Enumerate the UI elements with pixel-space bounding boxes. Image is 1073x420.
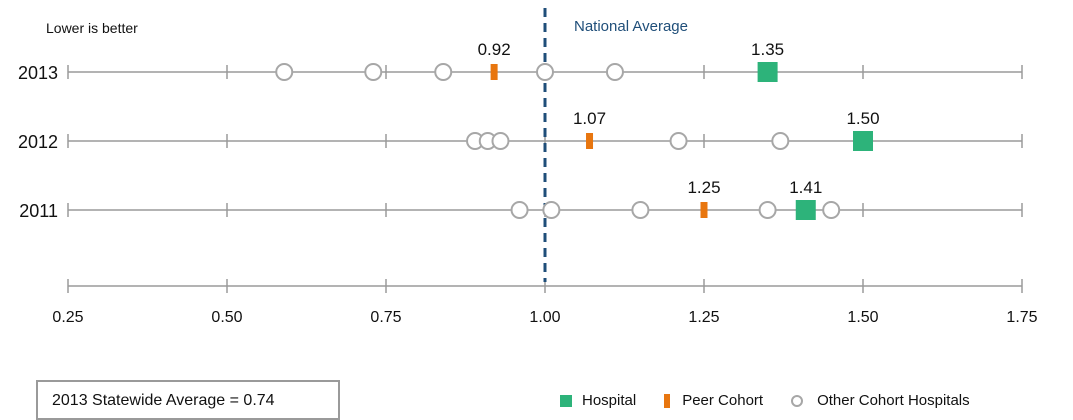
legend-item-other: Other Cohort Hospitals — [791, 392, 970, 409]
other-hospital-marker — [631, 201, 650, 219]
legend-swatch-other — [791, 394, 804, 407]
statewide-average-value: 0.74 — [243, 392, 275, 409]
legend-item-hospital: Hospital — [560, 392, 636, 409]
hospital-value-label: 1.35 — [751, 40, 784, 59]
hospital-value-label: 1.50 — [846, 109, 879, 128]
other-hospital-marker — [758, 201, 777, 219]
legend-item-peer: Peer Cohort — [664, 392, 763, 409]
other-hospital-marker — [536, 63, 554, 81]
legend-label-hospital: Hospital — [582, 392, 637, 409]
peer-value-label: 1.25 — [687, 178, 720, 197]
statewide-average-label: 2013 Statewide Average = — [52, 392, 239, 409]
other-hospital-marker — [771, 132, 790, 150]
year-label: 2011 — [19, 201, 58, 221]
national-average-label: National Average — [574, 18, 688, 35]
legend-swatch-hospital — [560, 394, 572, 407]
x-tick-label: 0.75 — [370, 309, 401, 326]
other-hospital-marker — [510, 201, 529, 219]
other-hospital-marker — [542, 201, 561, 219]
year-label: 2012 — [18, 132, 58, 152]
legend-label-other: Other Cohort Hospitals — [817, 392, 970, 409]
peer-cohort-marker — [700, 202, 708, 218]
x-tick-label: 1.00 — [529, 309, 560, 326]
note-lower-is-better: Lower is better — [46, 20, 138, 36]
other-hospital-marker — [605, 63, 624, 81]
legend-swatch-peer — [664, 393, 671, 408]
year-label: 2013 — [18, 63, 58, 83]
hospital-marker — [853, 131, 873, 151]
peer-cohort-marker — [490, 64, 498, 80]
x-tick-label: 0.50 — [211, 309, 242, 326]
dot-plot-chart: 0.25 0.50 0.75 1.00 1.25 1.50 1.75 2013 2012 2011… — [18, 8, 1038, 326]
x-tick-label: 0.25 — [52, 309, 83, 326]
other-hospital-marker — [275, 63, 294, 81]
other-hospital-marker — [822, 201, 841, 219]
statewide-average-box: 2013 Statewide Average = 0.74 — [36, 380, 340, 420]
hospital-marker — [795, 200, 816, 220]
peer-cohort-marker — [586, 133, 594, 149]
x-tick-label: 1.50 — [847, 309, 878, 326]
peer-value-label: 0.92 — [478, 40, 511, 59]
hospital-value-label: 1.41 — [789, 178, 822, 197]
other-hospital-marker — [491, 132, 510, 150]
hospital-marker — [757, 62, 778, 82]
peer-value-label: 1.07 — [573, 109, 606, 128]
other-hospital-marker — [669, 132, 688, 150]
other-hospital-marker — [434, 63, 453, 81]
legend-label-peer: Peer Cohort — [682, 392, 764, 409]
x-tick-label: 1.25 — [688, 309, 719, 326]
x-tick-label: 1.75 — [1006, 309, 1037, 326]
other-hospital-marker — [364, 63, 383, 81]
legend: Hospital Peer Cohort Other Cohort Hospit… — [560, 392, 998, 409]
